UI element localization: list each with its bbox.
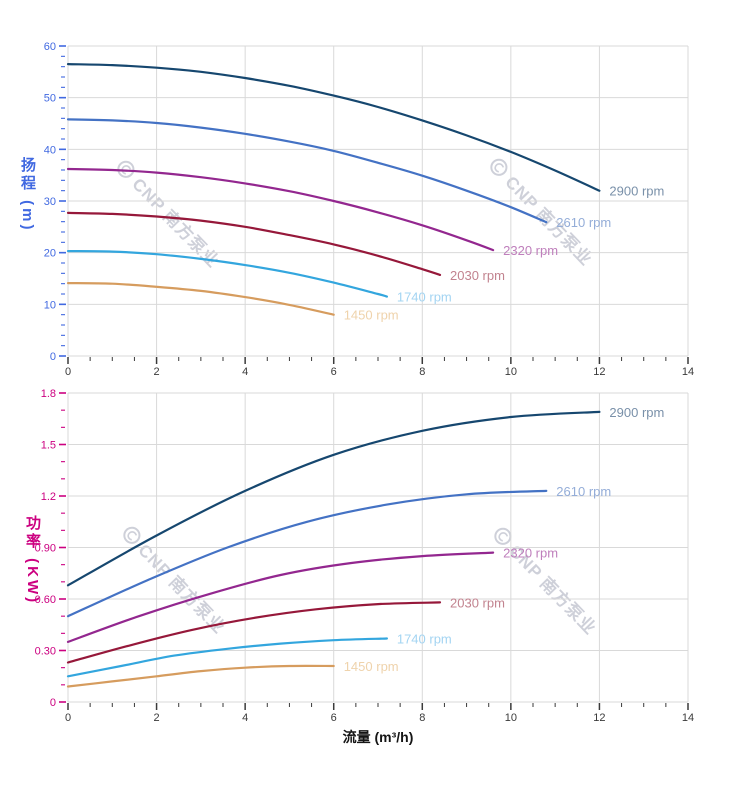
- cnp-logo-icon: [120, 522, 145, 547]
- cnp-watermark: CNP 南方泵业: [111, 154, 226, 272]
- curve-label-2900-rpm: 2900 rpm: [609, 184, 664, 199]
- head-chart: 0 10 20 30 40 50 60 0 2 4 6 8 10 12 14 2900 rpm 2610 rpm…: [44, 41, 694, 378]
- curve-2610-rpm: [66, 118, 548, 224]
- gridlines: [67, 392, 689, 703]
- cnp-watermark: CNP 南方泵业: [117, 520, 232, 638]
- y-tick-label: 0.60: [35, 594, 56, 606]
- x-tick-label: 8: [419, 712, 425, 724]
- x-tick-label: 6: [331, 712, 337, 724]
- curve-2030-rpm: [66, 211, 442, 276]
- cnp-logo-icon: [114, 156, 139, 181]
- x-tick-label: 12: [593, 712, 605, 724]
- y-axis-ticks: [59, 392, 66, 703]
- x-tick-label: 10: [505, 366, 517, 378]
- y-tick-label: 1.8: [41, 388, 56, 400]
- curve-label-1450-rpm: 1450 rpm: [344, 659, 399, 674]
- y-tick-label: 1.5: [41, 440, 56, 452]
- curve-label-2900-rpm: 2900 rpm: [609, 405, 664, 420]
- curve-1740-rpm: [66, 637, 388, 678]
- curve-label-1740-rpm: 1740 rpm: [397, 631, 452, 646]
- y-tick-label: 1.2: [41, 491, 56, 503]
- curve-1450-rpm: [66, 282, 335, 316]
- x-tick-label: 8: [419, 366, 425, 378]
- gridlines: [67, 45, 689, 357]
- curve-2900-rpm: [66, 410, 601, 587]
- x-tick-label: 12: [593, 366, 605, 378]
- x-tick-label: 2: [154, 366, 160, 378]
- y-axis-ticks: [59, 45, 66, 357]
- y-tick-label: 0.90: [35, 543, 56, 555]
- x-tick-label: 4: [242, 712, 248, 724]
- x-tick-label: 6: [331, 366, 337, 378]
- x-tick-label: 4: [242, 366, 248, 378]
- x-tick-label: 2: [154, 712, 160, 724]
- curve-label-2610-rpm: 2610 rpm: [556, 484, 611, 499]
- curve-label-1450-rpm: 1450 rpm: [344, 308, 399, 323]
- power-y-axis-title: 功率 (KW): [24, 515, 41, 606]
- x-axis-ticks: [67, 357, 689, 364]
- curve-label-2610-rpm: 2610 rpm: [556, 215, 611, 230]
- y-tick-label: 30: [44, 196, 56, 208]
- x-tick-label: 0: [65, 712, 71, 724]
- x-tick-label: 14: [682, 366, 694, 378]
- x-tick-label: 14: [682, 712, 694, 724]
- head-y-axis-title: 扬程 (m): [19, 157, 36, 233]
- y-tick-label: 50: [44, 93, 56, 105]
- curve-2610-rpm: [66, 489, 548, 618]
- x-axis-title: 流量 (m³/h): [342, 729, 414, 745]
- x-axis-ticks: [67, 703, 689, 710]
- curve-2900-rpm: [66, 62, 601, 192]
- y-tick-label: 10: [44, 299, 56, 311]
- y-tick-label: 0: [50, 697, 56, 709]
- x-tick-label: 0: [65, 366, 71, 378]
- power-chart: 0 0.30 0.60 0.90 1.2 1.5 1.8 0 2 4 6 8 10 12 14 2900 rp…: [35, 388, 695, 724]
- curve-label-1740-rpm: 1740 rpm: [397, 290, 452, 305]
- y-tick-label: 60: [44, 41, 56, 53]
- curve-2320-rpm: [66, 551, 495, 643]
- y-tick-label: 20: [44, 248, 56, 260]
- cnp-logo-icon: [487, 154, 512, 179]
- y-tick-label: 0.30: [35, 646, 56, 658]
- curve-1450-rpm: [66, 664, 335, 688]
- curve-label-2030-rpm: 2030 rpm: [450, 268, 505, 283]
- x-tick-label: 10: [505, 712, 517, 724]
- curve-2320-rpm: [66, 167, 495, 252]
- curve-2030-rpm: [66, 601, 442, 664]
- cnp-watermark: CNP 南方泵业: [488, 521, 603, 639]
- y-tick-label: 40: [44, 144, 56, 156]
- cnp-logo-icon: [491, 523, 516, 548]
- curve-1740-rpm: [66, 250, 388, 298]
- curve-label-2030-rpm: 2030 rpm: [450, 595, 505, 610]
- curve-label-2320-rpm: 2320 rpm: [503, 243, 558, 258]
- y-tick-label: 0: [50, 351, 56, 363]
- curve-label-2320-rpm: 2320 rpm: [503, 546, 558, 561]
- cnp-watermark: CNP 南方泵业: [484, 152, 599, 270]
